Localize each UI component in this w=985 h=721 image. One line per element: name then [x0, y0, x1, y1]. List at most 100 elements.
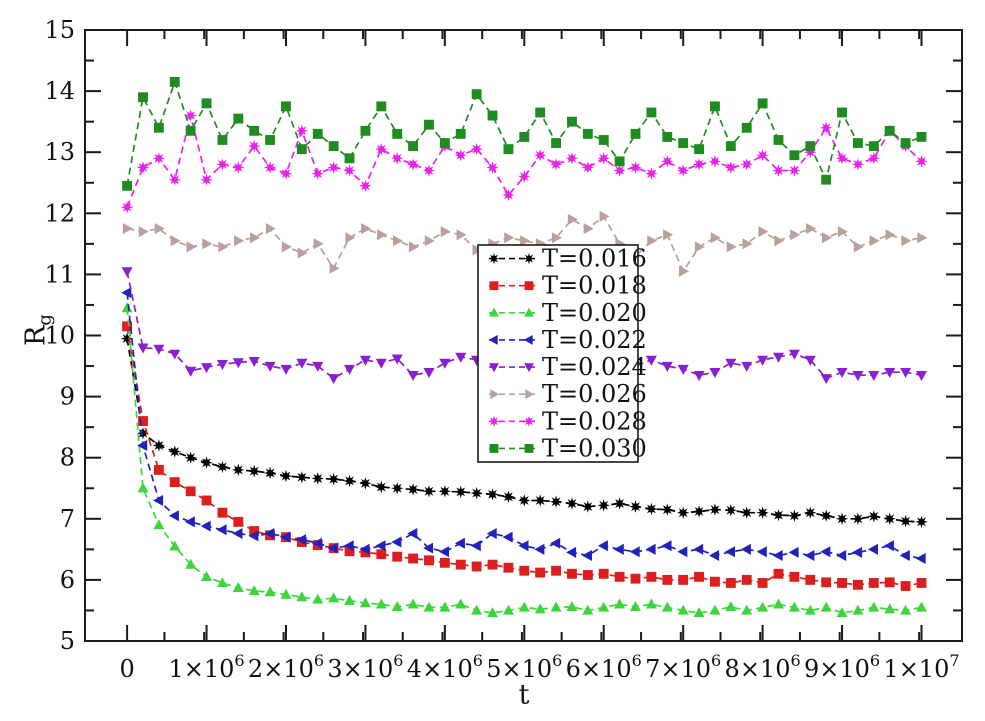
marker-square	[524, 444, 534, 453]
marker-triangle-down	[153, 344, 165, 355]
series-line	[126, 115, 923, 208]
marker-triangle-left	[756, 546, 767, 558]
marker-square	[408, 553, 419, 564]
marker-triangle-right	[599, 210, 610, 222]
marker-square	[328, 141, 339, 152]
marker-square	[789, 150, 800, 161]
marker-square	[916, 578, 927, 588]
marker-burst	[915, 515, 928, 529]
marker-burst	[772, 164, 785, 177]
marker-triangle-right	[710, 232, 721, 244]
marker-square	[471, 89, 482, 100]
marker-triangle-right	[424, 235, 435, 247]
marker-square	[725, 141, 736, 152]
marker-triangle-up	[741, 604, 753, 615]
marker-triangle-down	[137, 343, 149, 354]
marker-burst	[200, 456, 213, 469]
marker-square	[489, 281, 499, 291]
marker-square	[471, 561, 482, 572]
marker-triangle-up	[868, 601, 880, 612]
y-tick-label: 8	[60, 444, 75, 472]
marker-burst	[136, 161, 150, 174]
marker-triangle-left	[836, 550, 847, 561]
marker-triangle-right	[250, 232, 260, 244]
marker-triangle-down	[757, 355, 769, 366]
marker-triangle-right	[837, 226, 848, 238]
marker-triangle-right	[202, 238, 213, 250]
marker-triangle-right	[490, 389, 500, 400]
marker-burst	[200, 173, 213, 186]
marker-square	[519, 565, 530, 576]
marker-triangle-left	[439, 546, 449, 558]
marker-square	[217, 135, 228, 145]
marker-triangle-right	[567, 213, 578, 225]
marker-burst	[820, 509, 833, 522]
marker-triangle-left	[184, 516, 195, 528]
marker-triangle-down	[820, 374, 832, 385]
marker-triangle-up	[328, 592, 340, 603]
marker-burst	[279, 167, 293, 180]
marker-burst	[788, 509, 801, 522]
marker-burst	[502, 490, 515, 503]
marker-triangle-down	[868, 371, 880, 381]
marker-triangle-left	[137, 440, 148, 451]
y-tick-label: 12	[44, 199, 75, 227]
marker-triangle-right	[525, 389, 535, 400]
marker-triangle-down	[524, 363, 534, 373]
marker-triangle-down	[725, 358, 737, 369]
marker-burst	[343, 164, 356, 177]
marker-burst	[740, 158, 753, 171]
marker-triangle-right	[281, 241, 292, 253]
marker-square	[805, 141, 816, 152]
marker-burst	[613, 497, 626, 510]
marker-burst	[756, 506, 769, 519]
marker-square	[535, 107, 546, 118]
marker-triangle-left	[645, 543, 656, 555]
marker-square	[344, 153, 355, 164]
marker-triangle-up	[391, 601, 403, 611]
marker-triangle-down	[900, 368, 912, 378]
marker-triangle-left	[216, 524, 227, 536]
marker-triangle-up	[407, 598, 419, 609]
marker-burst	[867, 510, 880, 523]
y-tick-label: 7	[60, 505, 75, 533]
marker-triangle-left	[725, 546, 735, 558]
series-line	[126, 215, 922, 274]
marker-triangle-right	[520, 235, 531, 247]
marker-square	[233, 516, 244, 527]
marker-triangle-up	[471, 604, 483, 615]
marker-square	[741, 574, 752, 585]
marker-triangle-right	[647, 235, 658, 247]
marker-triangle-right	[234, 235, 245, 247]
marker-triangle-left	[343, 540, 354, 552]
legend: T=0.016T=0.018T=0.020T=0.022T=0.024T=0.0…	[477, 244, 647, 463]
marker-triangle-up	[725, 601, 737, 611]
marker-square	[424, 119, 434, 130]
x-tick-label: 3×106	[327, 651, 403, 683]
marker-square	[741, 122, 752, 133]
marker-triangle-left	[375, 540, 386, 552]
marker-burst	[724, 161, 737, 174]
marker-triangle-up	[423, 601, 435, 612]
marker-burst	[534, 149, 547, 162]
marker-triangle-left	[566, 546, 577, 558]
marker-triangle-down	[121, 267, 133, 278]
legend-label: T=0.028	[542, 407, 647, 435]
marker-triangle-up	[137, 482, 149, 493]
marker-burst	[597, 152, 610, 165]
marker-triangle-right	[170, 235, 181, 247]
marker-burst	[804, 506, 817, 519]
marker-square	[694, 144, 704, 155]
marker-burst	[565, 497, 579, 510]
marker-triangle-left	[661, 540, 672, 552]
marker-burst	[692, 505, 706, 518]
marker-burst	[645, 502, 658, 516]
marker-burst	[391, 152, 404, 165]
marker-square	[439, 557, 450, 568]
marker-triangle-right	[679, 265, 689, 277]
marker-triangle-left	[883, 540, 894, 552]
marker-triangle-right	[440, 226, 451, 238]
marker-triangle-up	[900, 604, 912, 615]
marker-square	[424, 555, 434, 566]
